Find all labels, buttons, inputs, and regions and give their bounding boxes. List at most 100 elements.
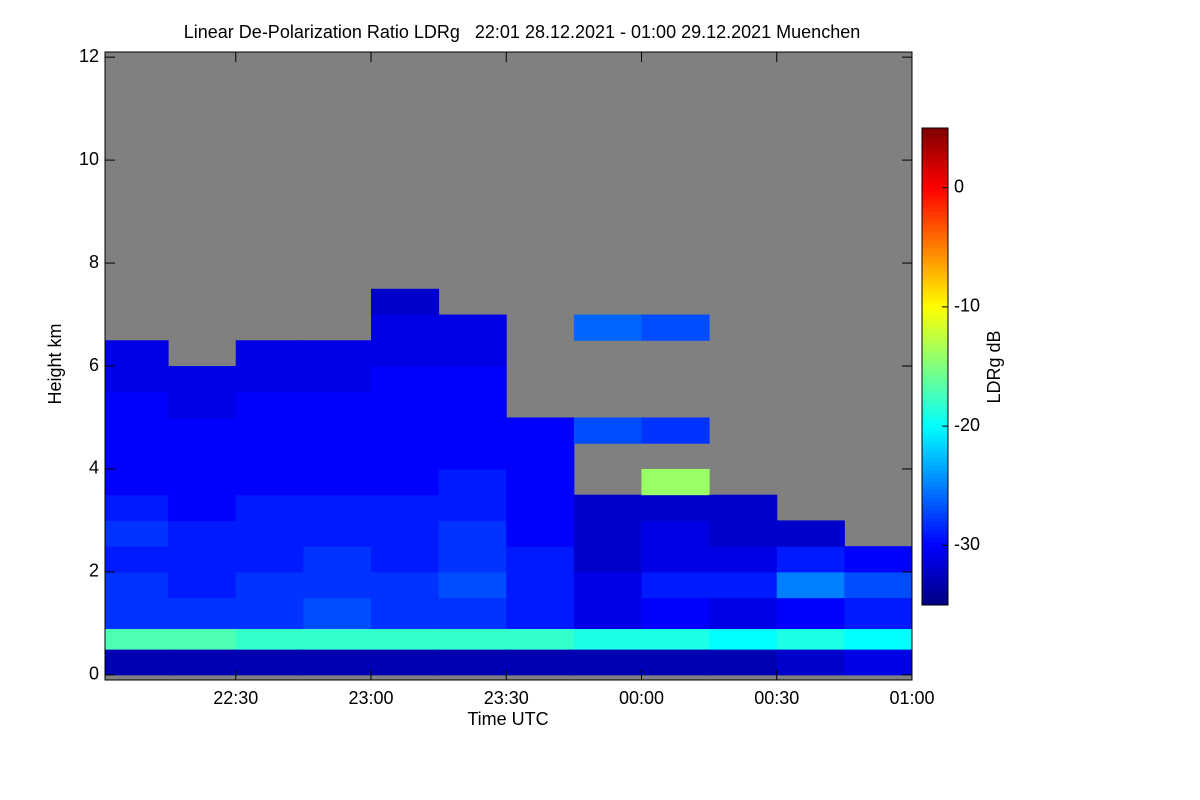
heatmap-cell bbox=[370, 340, 440, 367]
colorbar-segment bbox=[922, 342, 948, 348]
y-tick-label: 4 bbox=[89, 458, 99, 478]
heatmap-cell bbox=[303, 571, 372, 599]
heatmap-cell bbox=[641, 546, 710, 573]
heatmap-cell bbox=[370, 288, 440, 316]
colorbar-segment bbox=[922, 354, 948, 360]
colorbar-segment bbox=[922, 521, 948, 526]
heatmap-cell bbox=[438, 494, 507, 521]
heatmap-cell bbox=[641, 520, 710, 547]
colorbar-segment bbox=[922, 326, 948, 332]
heatmap-cell bbox=[235, 571, 304, 599]
heatmap-cell bbox=[303, 443, 372, 470]
heatmap-cell bbox=[506, 571, 575, 599]
colorbar-segment bbox=[922, 485, 948, 491]
colorbar-segment bbox=[922, 446, 948, 451]
colorbar-segment bbox=[922, 243, 948, 248]
y-tick-label: 0 bbox=[89, 664, 99, 684]
x-tick-label: 23:30 bbox=[484, 688, 529, 708]
colorbar-segment bbox=[922, 382, 948, 387]
heatmap-cell bbox=[438, 628, 507, 650]
heatmap-cell bbox=[370, 649, 440, 676]
colorbar-segment bbox=[922, 374, 948, 379]
heatmap-cell bbox=[573, 546, 642, 573]
heatmap-cell bbox=[709, 546, 778, 573]
heatmap-cell bbox=[573, 417, 642, 444]
heatmap-cell bbox=[506, 443, 575, 470]
colorbar-segment bbox=[922, 565, 948, 570]
heatmap-cell bbox=[303, 340, 372, 367]
colorbar-segment bbox=[922, 585, 948, 590]
colorbar-segment bbox=[922, 227, 948, 232]
colorbar-segment bbox=[922, 310, 948, 316]
y-tick-label: 12 bbox=[79, 46, 99, 66]
heatmap-cell bbox=[105, 520, 169, 547]
heatmap-cell bbox=[168, 391, 237, 418]
heatmap-cell bbox=[641, 494, 710, 521]
colorbar-segment bbox=[922, 151, 948, 157]
colorbar-segment bbox=[922, 489, 948, 495]
heatmap-cell bbox=[105, 628, 169, 650]
heatmap-cell bbox=[370, 314, 440, 341]
heatmap-cell bbox=[641, 597, 710, 630]
colorbar-segment bbox=[922, 231, 948, 236]
heatmap-cell bbox=[105, 494, 169, 521]
heatmap-cell bbox=[844, 571, 913, 599]
colorbar-segment bbox=[922, 386, 948, 391]
colorbar-segment bbox=[922, 338, 948, 344]
heatmap-cell bbox=[776, 597, 845, 630]
heatmap-cell bbox=[506, 546, 575, 573]
heatmap-cell bbox=[573, 494, 642, 521]
heatmap-cell bbox=[844, 628, 913, 650]
colorbar-segment bbox=[922, 569, 948, 574]
colorbar-segment bbox=[922, 533, 948, 538]
colorbar-segment bbox=[922, 135, 948, 141]
colorbar-segment bbox=[922, 215, 948, 220]
colorbar-segment bbox=[922, 298, 948, 304]
colorbar-segment bbox=[922, 290, 948, 296]
heatmap-cell bbox=[235, 597, 304, 630]
colorbar-segment bbox=[922, 390, 948, 395]
colorbar-segment bbox=[922, 406, 948, 411]
colorbar-tick-label: -10 bbox=[954, 296, 980, 316]
colorbar-segment bbox=[922, 593, 948, 598]
heatmap-cell bbox=[105, 571, 169, 599]
heatmap-cell bbox=[438, 520, 507, 547]
heatmap-cell bbox=[370, 468, 440, 496]
colorbar-segment bbox=[922, 457, 948, 463]
heatmap-cell bbox=[235, 546, 304, 573]
colorbar-segment bbox=[922, 557, 948, 562]
colorbar-segment bbox=[922, 155, 948, 161]
colorbar-segment bbox=[922, 294, 948, 300]
heatmap-cell bbox=[709, 571, 778, 599]
heatmap-cell bbox=[506, 628, 575, 650]
colorbar-segment bbox=[922, 251, 948, 256]
heatmap-cell bbox=[573, 520, 642, 547]
heatmap-cell bbox=[709, 520, 778, 547]
colorbar-segment bbox=[922, 267, 948, 272]
colorbar-segment bbox=[922, 589, 948, 594]
colorbar-segment bbox=[922, 430, 948, 435]
y-tick-label: 2 bbox=[89, 561, 99, 581]
heatmap-cell bbox=[303, 520, 372, 547]
heatmap-cell bbox=[303, 546, 372, 573]
colorbar-segment bbox=[922, 398, 948, 403]
heatmap-cell bbox=[641, 314, 710, 341]
heatmap-cell bbox=[573, 571, 642, 599]
colorbar-segment bbox=[922, 537, 948, 542]
heatmap-cell bbox=[168, 597, 237, 630]
colorbar-segment bbox=[922, 275, 948, 280]
heatmap-cell bbox=[776, 571, 845, 599]
heatmap-cell bbox=[438, 443, 507, 470]
heatmap-cell bbox=[438, 314, 507, 341]
heatmap-cell bbox=[235, 494, 304, 521]
heatmap-cell bbox=[105, 366, 169, 393]
heatmap-cell bbox=[370, 366, 440, 393]
colorbar-segment bbox=[922, 481, 948, 487]
heatmap-cell bbox=[844, 649, 913, 676]
heatmap-cell bbox=[506, 649, 575, 676]
heatmap-cell bbox=[370, 546, 440, 573]
colorbar-segment bbox=[922, 322, 948, 328]
heatmap-cell bbox=[506, 597, 575, 630]
colorbar-segment bbox=[922, 541, 948, 546]
x-tick-label: 23:00 bbox=[348, 688, 393, 708]
